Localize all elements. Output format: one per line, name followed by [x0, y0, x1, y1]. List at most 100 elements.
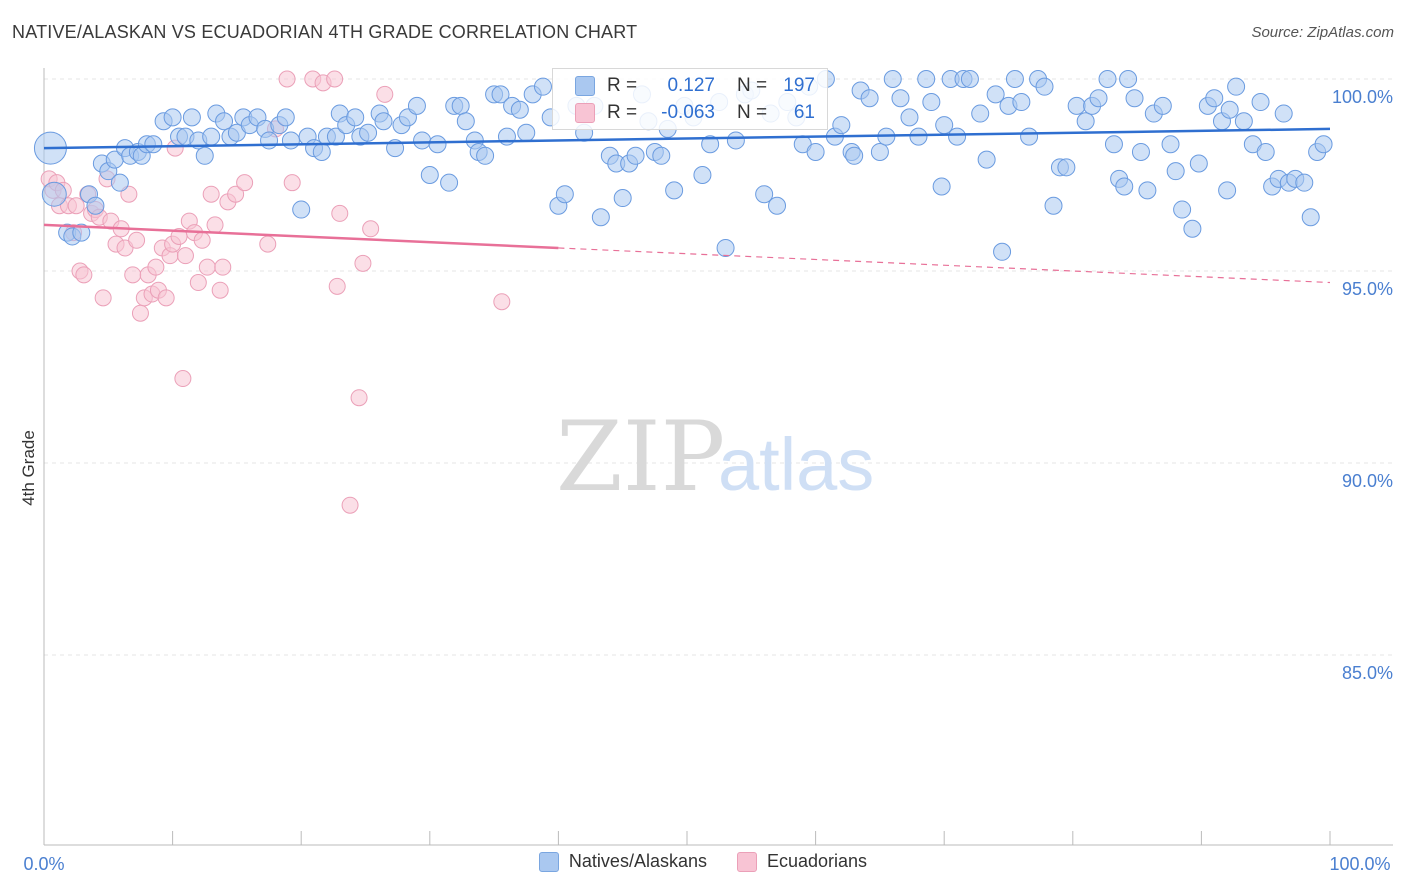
native-point — [110, 173, 129, 192]
ecuadorian-point — [341, 496, 359, 514]
r-label: R = — [607, 102, 638, 123]
native-point — [1076, 112, 1095, 131]
native-point — [1183, 219, 1202, 238]
ecuadorian-point — [193, 231, 211, 249]
ecuadorian-point — [198, 258, 216, 276]
n-label: N = — [737, 102, 768, 123]
ecuadorian-point — [326, 70, 344, 88]
legend-label-natives: Natives/Alaskans — [568, 851, 707, 871]
ecuadorian-point — [67, 197, 85, 215]
legend-item-natives[interactable]: Natives/Alaskans — [538, 851, 707, 872]
y-tick-label: 90.0% — [1342, 471, 1393, 491]
native-point — [440, 173, 459, 192]
native-point — [1125, 89, 1144, 108]
native-point — [900, 108, 919, 127]
native-point — [420, 166, 439, 184]
native-point — [1314, 135, 1333, 154]
native-point — [806, 142, 825, 161]
ecuadorian-point — [493, 293, 511, 311]
native-point — [870, 142, 889, 161]
native-point — [909, 127, 928, 146]
native-point — [1153, 96, 1172, 115]
native-point — [276, 108, 295, 127]
native-point — [1057, 158, 1076, 177]
native-point — [215, 112, 234, 131]
native-point — [451, 96, 470, 115]
native-point — [41, 181, 67, 207]
ecuadorian-point — [214, 258, 232, 276]
ecuadorian-point — [278, 70, 296, 88]
native-point — [832, 116, 851, 135]
native-point — [326, 127, 345, 146]
n-value: 61 — [793, 102, 815, 123]
native-point — [1020, 127, 1039, 146]
native-point — [144, 135, 163, 154]
x-tick-label: 100.0% — [1329, 854, 1390, 874]
ecuadorian-point — [157, 289, 175, 307]
ecuadorian-point — [202, 185, 220, 203]
native-point — [1205, 89, 1224, 108]
stats-row-ecuadorians: R = -0.063 N = 61 — [575, 101, 815, 125]
native-point — [845, 146, 864, 165]
native-point — [72, 223, 91, 242]
y-tick-label: 85.0% — [1342, 663, 1393, 683]
ecuadorian-point — [147, 258, 165, 276]
n-label: N = — [737, 75, 768, 96]
stats-swatch-blue — [575, 76, 595, 96]
native-point — [1044, 196, 1063, 215]
ecuadorian-point — [283, 174, 301, 192]
native-point — [1067, 96, 1086, 115]
native-point — [1138, 181, 1157, 200]
x-tick-label: 0.0% — [23, 854, 64, 874]
native-point — [260, 131, 279, 150]
chart-title: NATIVE/ALASKAN VS ECUADORIAN 4TH GRADE C… — [12, 22, 638, 42]
watermark-zip: ZIP — [556, 401, 725, 513]
native-point — [533, 77, 552, 96]
native-point — [510, 100, 529, 119]
ecuadorian-point — [189, 274, 207, 292]
y-axis-label: 4th Grade — [19, 430, 38, 506]
native-point — [1104, 135, 1123, 154]
native-point — [1251, 93, 1270, 112]
native-point — [281, 131, 300, 150]
native-point — [413, 131, 432, 150]
ecuadorian-point — [75, 266, 93, 284]
ecuadorian-point — [94, 289, 112, 307]
legend-item-ecuadorians[interactable]: Ecuadorians — [736, 851, 867, 872]
native-point — [932, 177, 951, 196]
ecuadorian-point — [328, 277, 346, 295]
native-point — [977, 150, 996, 169]
ecuadorian-point — [354, 254, 372, 272]
native-point — [613, 189, 632, 208]
r-value: -0.063 — [661, 102, 715, 123]
native-point — [891, 89, 910, 108]
ecuadorian-point — [350, 389, 368, 407]
native-point — [1119, 70, 1138, 88]
native-point — [693, 166, 712, 184]
r-label: R = — [607, 75, 638, 96]
native-point — [1295, 173, 1314, 192]
native-point — [497, 127, 516, 146]
source-label: Source: ZipAtlas.com — [1251, 24, 1394, 41]
native-point — [1256, 142, 1275, 161]
legend: Natives/Alaskans Ecuadorians — [0, 851, 1406, 872]
ecuadorians-trend-extension — [558, 247, 1331, 284]
native-point — [993, 242, 1012, 261]
ecuadorian-point — [120, 185, 138, 203]
legend-swatch-pink — [736, 851, 757, 872]
watermark: ZIP atlas — [556, 401, 874, 513]
native-point — [292, 200, 311, 219]
ecuadorian-point — [211, 281, 229, 299]
native-point — [182, 108, 201, 127]
native-point — [1218, 181, 1237, 200]
native-point — [1189, 154, 1208, 173]
native-point — [1234, 112, 1253, 131]
native-point — [1035, 77, 1054, 96]
native-point — [359, 123, 378, 142]
native-point — [917, 70, 936, 88]
native-point — [1005, 70, 1024, 88]
native-point — [755, 185, 774, 204]
native-points — [33, 70, 1333, 261]
native-point — [491, 85, 510, 104]
